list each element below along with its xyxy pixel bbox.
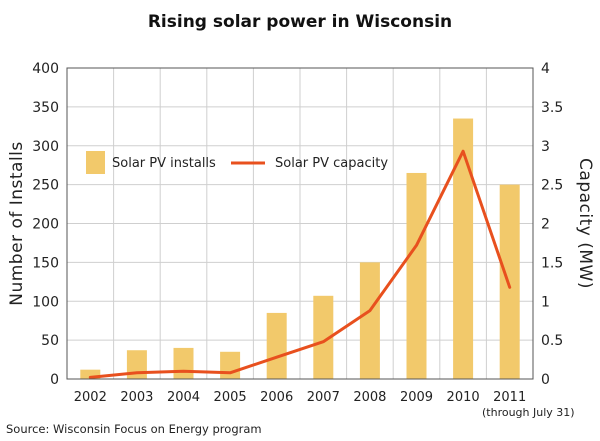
bar-2010: [453, 118, 474, 379]
left-tick-label: 100: [32, 294, 59, 310]
plot-frame: [66, 67, 534, 380]
x-tick-label: 2008: [353, 390, 386, 405]
bar-2002: [80, 369, 101, 379]
x-tick-label: 2002: [74, 390, 107, 405]
right-tick-label: 3.5: [541, 100, 563, 116]
x-tick-label: 2006: [260, 390, 293, 405]
right-tick-label: 2.5: [541, 178, 563, 194]
bar-2005: [220, 351, 241, 379]
x-tick-label: 2009: [400, 390, 433, 405]
right-tick-label: 2: [541, 217, 550, 233]
left-tick-label: 200: [32, 217, 59, 233]
right-tick-label: 1.5: [541, 255, 563, 271]
left-tick-label: 300: [32, 139, 59, 155]
bar-2006: [266, 312, 287, 379]
bar-2007: [313, 295, 334, 379]
x-tick-label: 2011: [493, 390, 526, 405]
left-tick-label: 150: [32, 255, 59, 271]
legend-label-capacity: Solar PV capacity: [275, 156, 388, 171]
legend-swatch-installs: [86, 151, 105, 174]
x-tick-label: 2003: [120, 390, 153, 405]
right-tick-label: 0.5: [541, 333, 563, 349]
left-tick-label: 350: [32, 100, 59, 116]
left-axis-label: Number of Installs: [7, 141, 27, 306]
x-tick-label: 2004: [167, 390, 200, 405]
right-axis-label: Capacity (MW): [575, 158, 595, 289]
left-tick-label: 250: [32, 178, 59, 194]
through-date-note: (through July 31): [482, 406, 575, 419]
capacity-line: [88, 149, 512, 379]
legend: Solar PV installs Solar PV capacity: [86, 151, 388, 174]
bar-2008: [359, 262, 380, 379]
right-tick-label: 3: [541, 139, 550, 155]
left-tick-label: 400: [32, 61, 59, 77]
right-tick-label: 4: [541, 61, 550, 77]
bar-2009: [406, 172, 427, 379]
bar-2004: [173, 347, 194, 379]
axes-labels: 0 50 100 150 200 250 300 350 400 0 0.5 1 1.5 2 2.5 3 3.5…: [7, 61, 595, 405]
left-tick-label: 50: [41, 333, 59, 349]
bar-2011: [499, 184, 520, 379]
x-tick-label: 2010: [447, 390, 480, 405]
right-tick-label: 1: [541, 294, 550, 310]
x-tick-label: 2005: [214, 390, 247, 405]
right-tick-label: 0: [541, 372, 550, 388]
legend-label-installs: Solar PV installs: [112, 156, 216, 171]
left-tick-label: 0: [50, 372, 59, 388]
x-tick-label: 2007: [307, 390, 340, 405]
line-series: [88, 149, 512, 379]
source-note: Source: Wisconsin Focus on Energy progra…: [6, 422, 262, 436]
chart-title: Rising solar power in Wisconsin: [147, 12, 453, 32]
